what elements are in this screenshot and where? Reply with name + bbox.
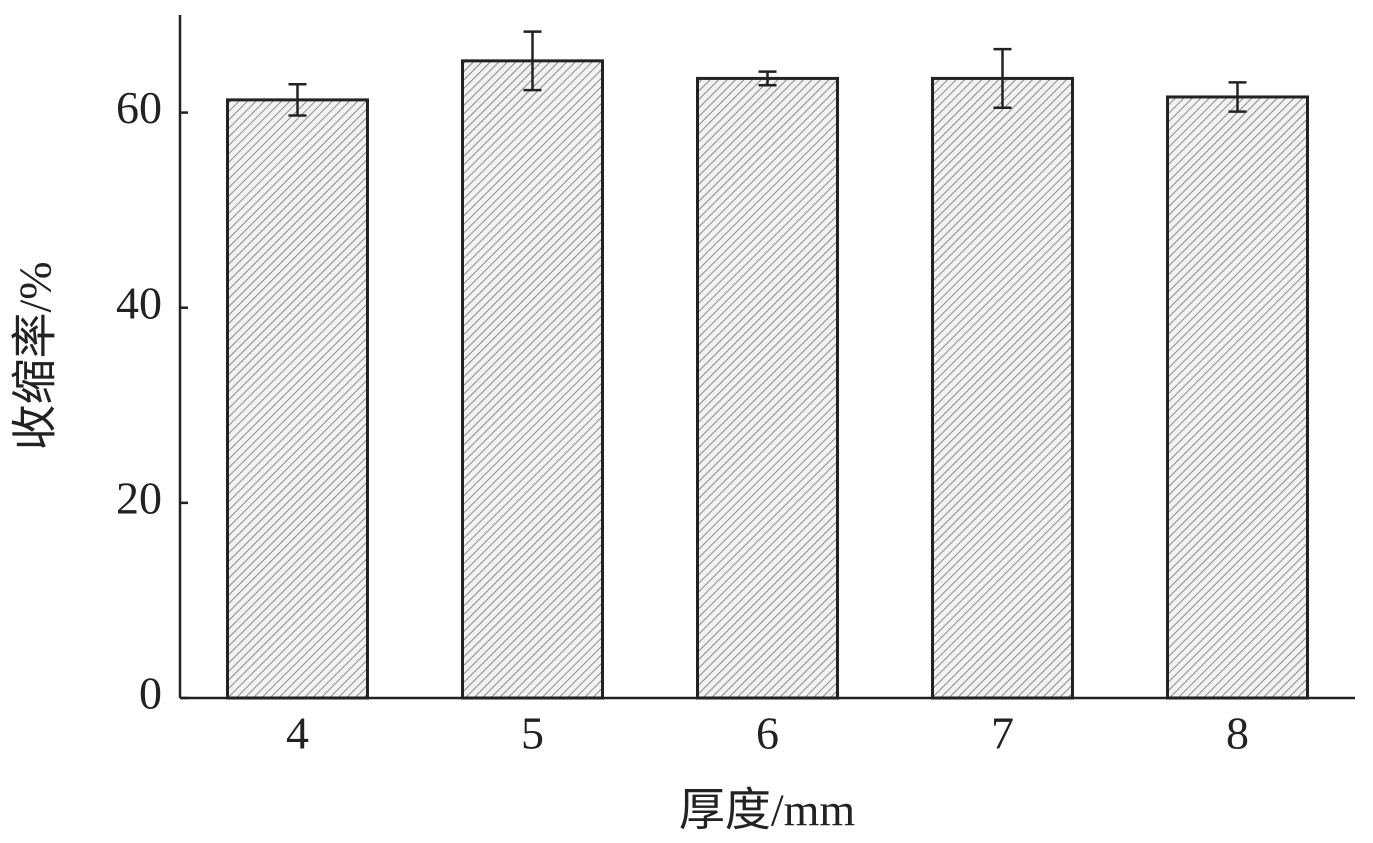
bar — [461, 59, 604, 700]
error-bar — [288, 83, 307, 117]
error-bar — [758, 70, 777, 87]
error-bar — [523, 30, 542, 92]
x-tick-label: 8 — [1226, 708, 1249, 759]
bar — [226, 98, 369, 700]
error-bar — [993, 47, 1012, 109]
y-tick-label: 60 — [116, 82, 162, 133]
x-tick-label: 7 — [991, 708, 1014, 759]
bar — [1166, 95, 1309, 700]
x-tick-label: 6 — [756, 708, 779, 759]
error-bar — [1228, 81, 1247, 113]
x-tick-label: 4 — [286, 708, 309, 759]
x-axis-label: 厚度/mm — [679, 785, 856, 836]
y-tick-label: 40 — [116, 277, 162, 328]
bar — [931, 76, 1074, 700]
y-tick-label: 0 — [139, 668, 162, 719]
y-tick-label: 20 — [116, 472, 162, 523]
x-tick-label: 5 — [521, 708, 544, 759]
bar — [696, 76, 839, 700]
y-axis-label: 收缩率/% — [10, 261, 61, 450]
